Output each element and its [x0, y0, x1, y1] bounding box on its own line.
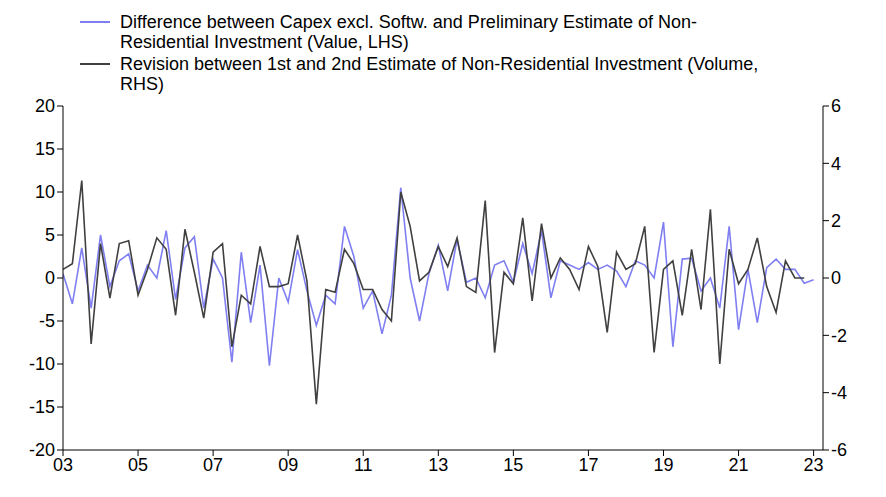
- svg-text:0: 0: [831, 268, 841, 288]
- svg-text:09: 09: [278, 455, 298, 475]
- svg-text:03: 03: [53, 455, 73, 475]
- svg-text:10: 10: [35, 182, 55, 202]
- svg-text:-2: -2: [831, 326, 847, 346]
- svg-text:-20: -20: [29, 440, 55, 460]
- svg-text:-5: -5: [39, 311, 55, 331]
- svg-text:19: 19: [653, 455, 673, 475]
- html-text:Revision between 1st and 2nd E: Revision between 1st and 2nd Estimate of…: [120, 54, 759, 94]
- svg-text:13: 13: [428, 455, 448, 475]
- svg-text:07: 07: [203, 455, 223, 475]
- svg-text:5: 5: [45, 225, 55, 245]
- svg-text:6: 6: [831, 96, 841, 116]
- svg-text:20: 20: [35, 96, 55, 116]
- svg-text:-15: -15: [29, 397, 55, 417]
- svg-text:4: 4: [831, 154, 841, 174]
- svg-text:-6: -6: [831, 440, 847, 460]
- svg-text:11: 11: [354, 455, 373, 475]
- svg-text:17: 17: [578, 455, 598, 475]
- html-text:Difference between Capex excl.: Difference between Capex excl. Softw. an…: [120, 12, 697, 52]
- svg-text:2: 2: [831, 211, 841, 231]
- svg-text:23: 23: [804, 455, 824, 475]
- svg-text:-10: -10: [29, 354, 55, 374]
- svg-text:15: 15: [35, 139, 55, 159]
- svg-text:05: 05: [128, 455, 148, 475]
- svg-text:0: 0: [45, 268, 55, 288]
- svg-text:21: 21: [729, 455, 749, 475]
- svg-text:15: 15: [503, 455, 523, 475]
- svg-text:-4: -4: [831, 383, 847, 403]
